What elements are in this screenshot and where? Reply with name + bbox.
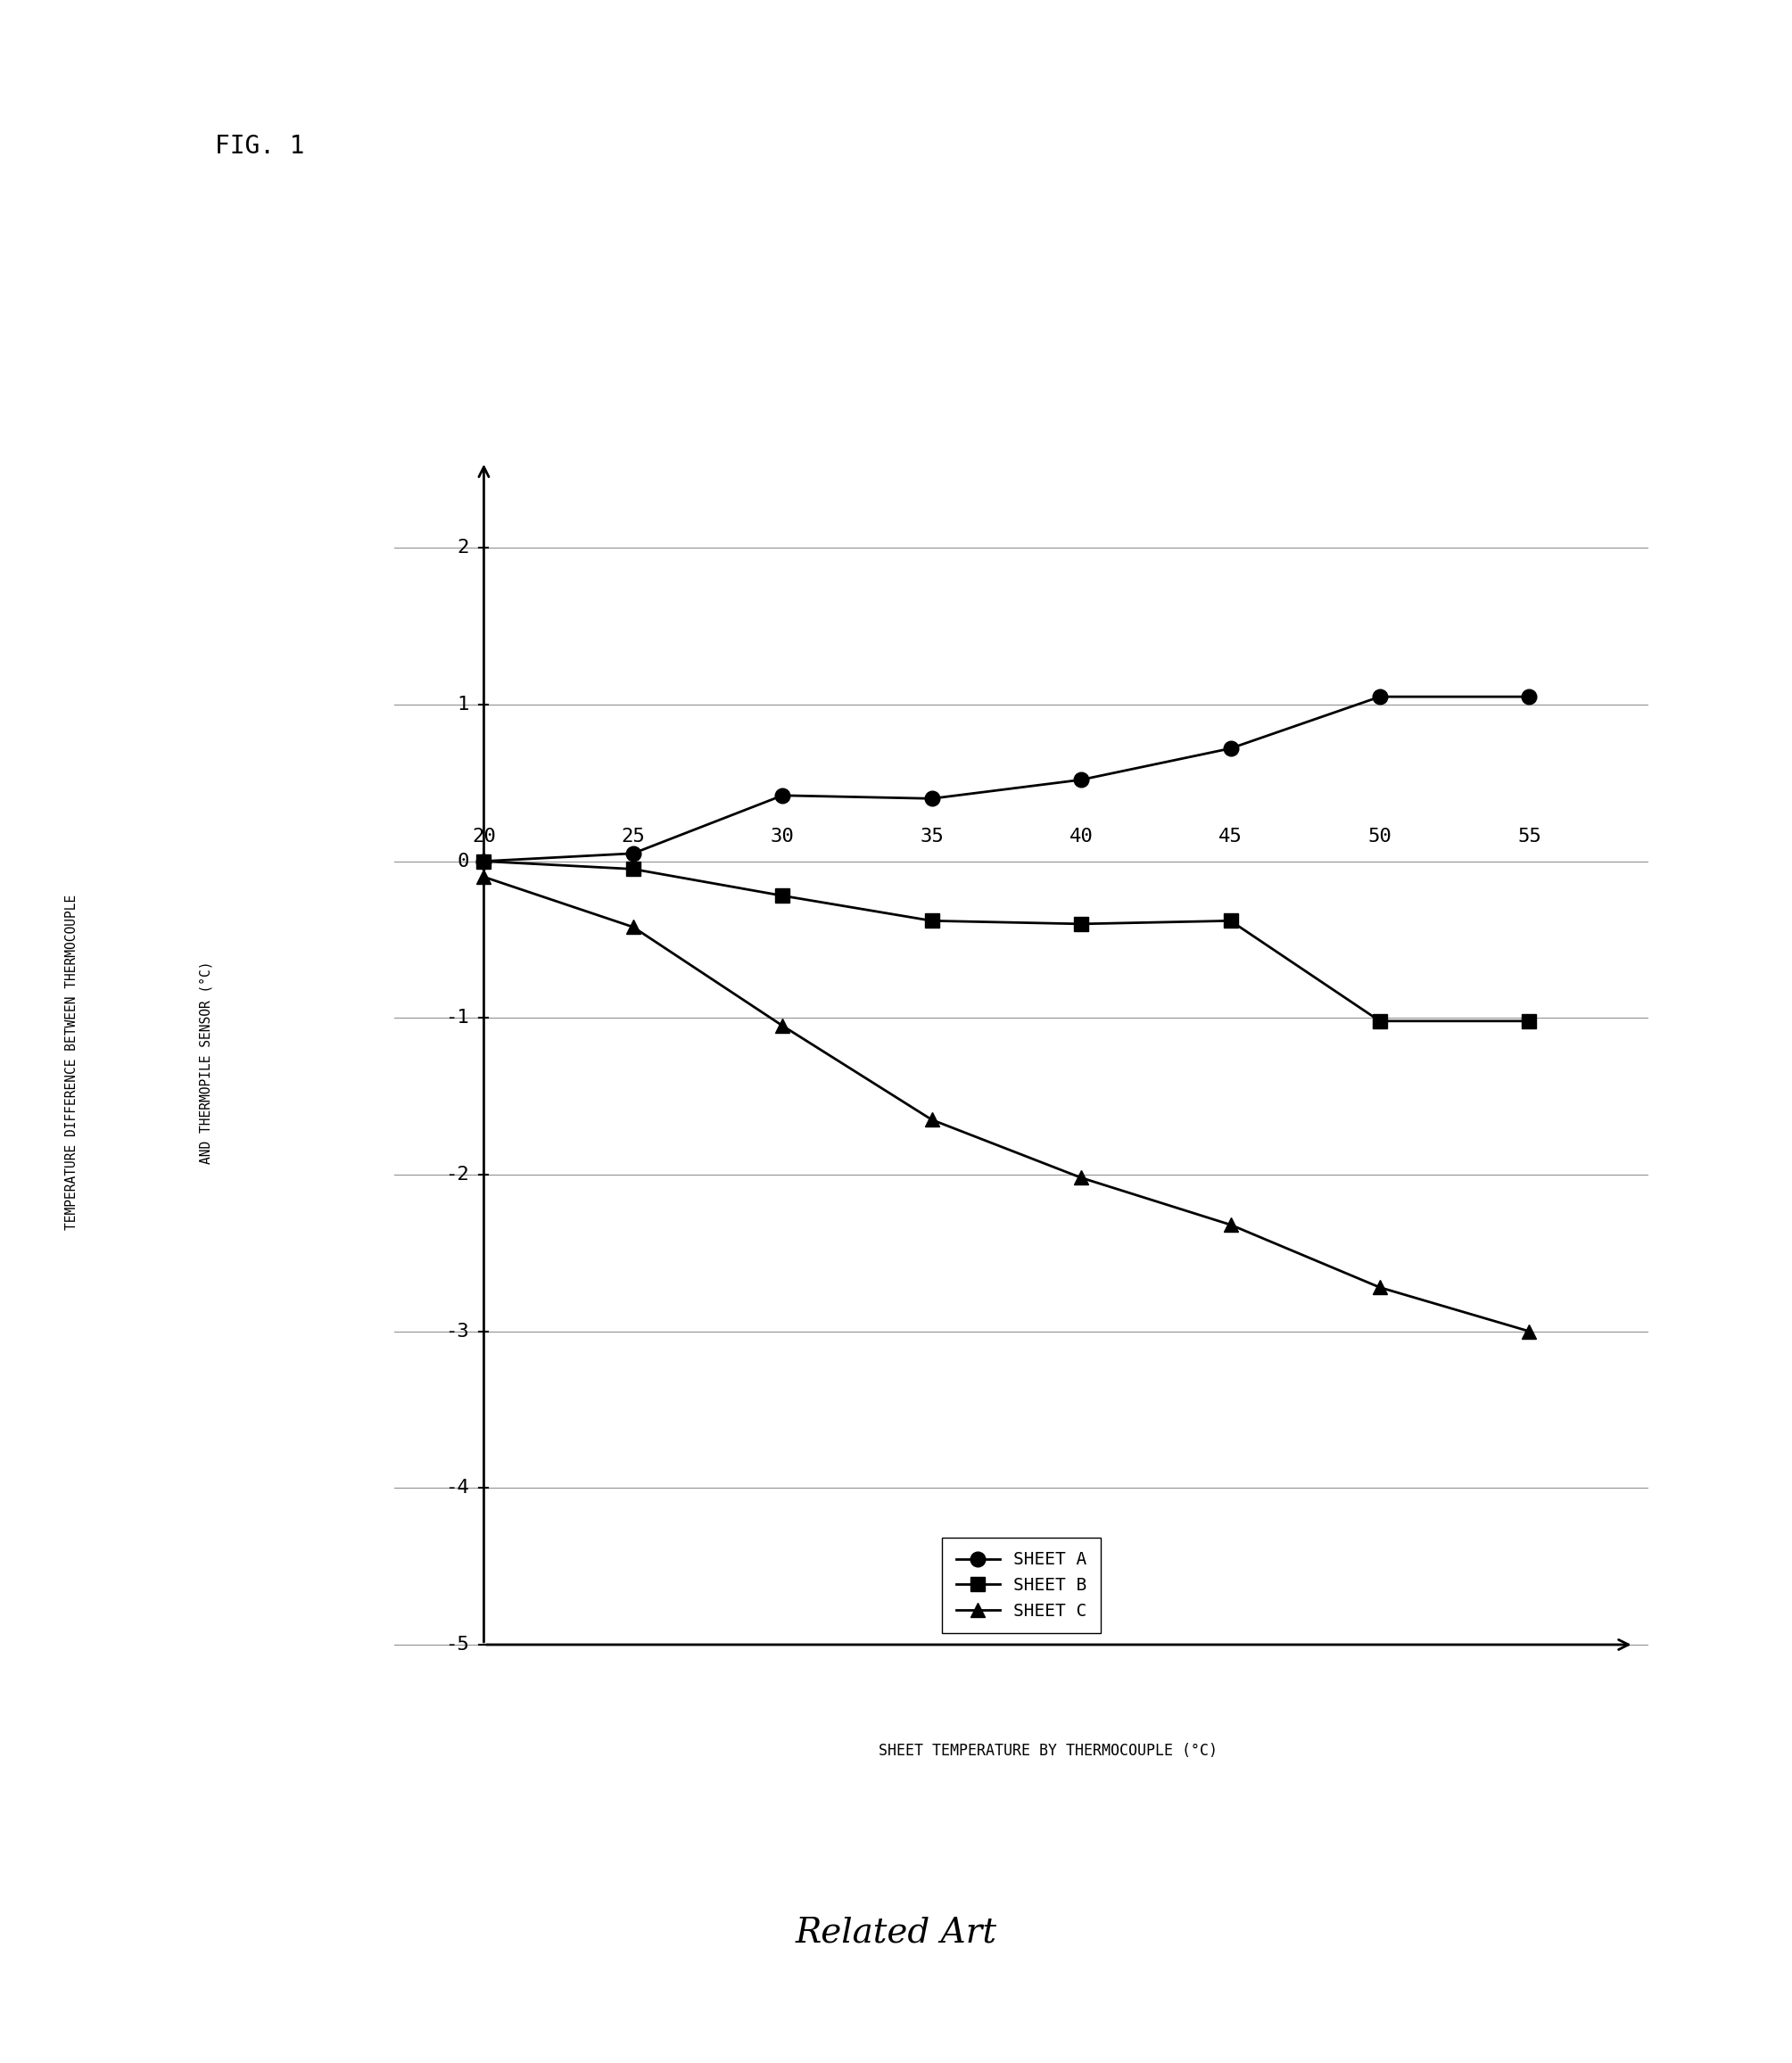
Text: 50: 50 [1367,827,1392,846]
Text: 45: 45 [1219,827,1242,846]
Text: -2: -2 [444,1166,470,1184]
SHEET A [772,784,794,809]
Text: TEMPERATURE DIFFERENCE BETWEEN THERMOCOUPLE: TEMPERATURE DIFFERENCE BETWEEN THERMOCOU… [65,895,79,1230]
Text: 20: 20 [471,827,496,846]
SHEET C [1070,1166,1091,1190]
SHEET A [921,786,943,811]
Line: SHEET C: SHEET C [477,869,1536,1339]
SHEET B [473,848,495,873]
Legend: SHEET A, SHEET B, SHEET C: SHEET A, SHEET B, SHEET C [943,1537,1100,1634]
Text: 25: 25 [622,827,645,846]
Text: -5: -5 [444,1636,470,1655]
SHEET B [772,883,794,908]
Text: Related Art: Related Art [796,1917,996,1950]
SHEET A [1369,685,1391,710]
Text: 40: 40 [1070,827,1093,846]
SHEET A [1220,736,1242,761]
SHEET B [1518,1009,1539,1034]
Text: 1: 1 [457,695,470,714]
SHEET B [1220,908,1242,932]
SHEET C [622,914,643,939]
SHEET B [1369,1009,1391,1034]
Text: 55: 55 [1518,827,1541,846]
SHEET B [622,856,643,881]
Text: FIG. 1: FIG. 1 [215,134,305,159]
SHEET B [1070,912,1091,937]
Text: SHEET TEMPERATURE BY THERMOCOUPLE (°C): SHEET TEMPERATURE BY THERMOCOUPLE (°C) [878,1743,1219,1760]
SHEET C [1220,1213,1242,1238]
Text: 35: 35 [919,827,944,846]
Text: 0: 0 [457,852,470,871]
Text: -3: -3 [444,1322,470,1341]
Text: -4: -4 [444,1479,470,1498]
Text: -1: -1 [444,1009,470,1027]
Line: SHEET A: SHEET A [477,689,1536,869]
SHEET C [921,1108,943,1133]
Text: AND THERMOPILE SENSOR (°C): AND THERMOPILE SENSOR (°C) [199,961,213,1164]
Text: 2: 2 [457,538,470,557]
SHEET C [1369,1275,1391,1300]
SHEET A [622,842,643,866]
SHEET B [921,908,943,932]
SHEET A [1518,685,1539,710]
SHEET C [772,1013,794,1038]
SHEET C [473,864,495,889]
Text: 30: 30 [771,827,794,846]
Line: SHEET B: SHEET B [477,854,1536,1027]
SHEET A [473,848,495,873]
SHEET C [1518,1318,1539,1343]
SHEET A [1070,767,1091,792]
